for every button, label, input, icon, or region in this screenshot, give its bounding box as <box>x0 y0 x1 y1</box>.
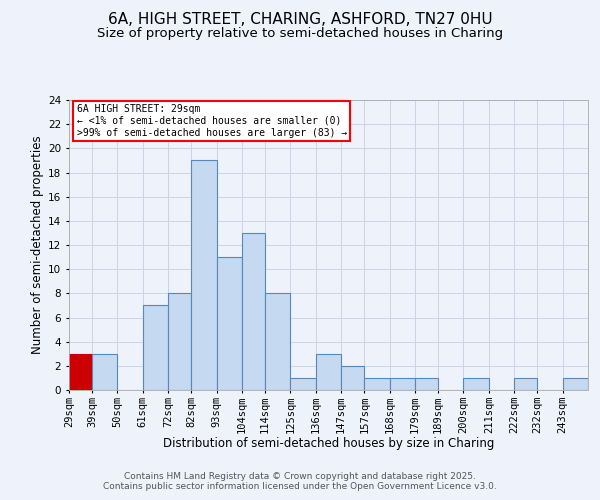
X-axis label: Distribution of semi-detached houses by size in Charing: Distribution of semi-detached houses by … <box>163 437 494 450</box>
Bar <box>341 366 364 390</box>
Text: Contains HM Land Registry data © Crown copyright and database right 2025.: Contains HM Land Registry data © Crown c… <box>124 472 476 481</box>
Bar <box>316 354 341 390</box>
Bar <box>242 233 265 390</box>
Bar <box>415 378 438 390</box>
Text: 6A HIGH STREET: 29sqm
← <1% of semi-detached houses are smaller (0)
>99% of semi: 6A HIGH STREET: 29sqm ← <1% of semi-deta… <box>77 104 347 138</box>
Bar <box>514 378 537 390</box>
Bar <box>143 306 168 390</box>
Bar <box>168 294 191 390</box>
Bar <box>389 378 415 390</box>
Bar <box>265 294 290 390</box>
Text: 6A, HIGH STREET, CHARING, ASHFORD, TN27 0HU: 6A, HIGH STREET, CHARING, ASHFORD, TN27 … <box>107 12 493 28</box>
Y-axis label: Number of semi-detached properties: Number of semi-detached properties <box>31 136 44 354</box>
Bar <box>290 378 316 390</box>
Bar <box>217 257 242 390</box>
Text: Contains public sector information licensed under the Open Government Licence v3: Contains public sector information licen… <box>103 482 497 491</box>
Bar <box>463 378 489 390</box>
Text: Size of property relative to semi-detached houses in Charing: Size of property relative to semi-detach… <box>97 28 503 40</box>
Bar <box>364 378 389 390</box>
Bar <box>191 160 217 390</box>
Bar <box>69 354 92 390</box>
Bar <box>563 378 588 390</box>
Bar <box>92 354 118 390</box>
